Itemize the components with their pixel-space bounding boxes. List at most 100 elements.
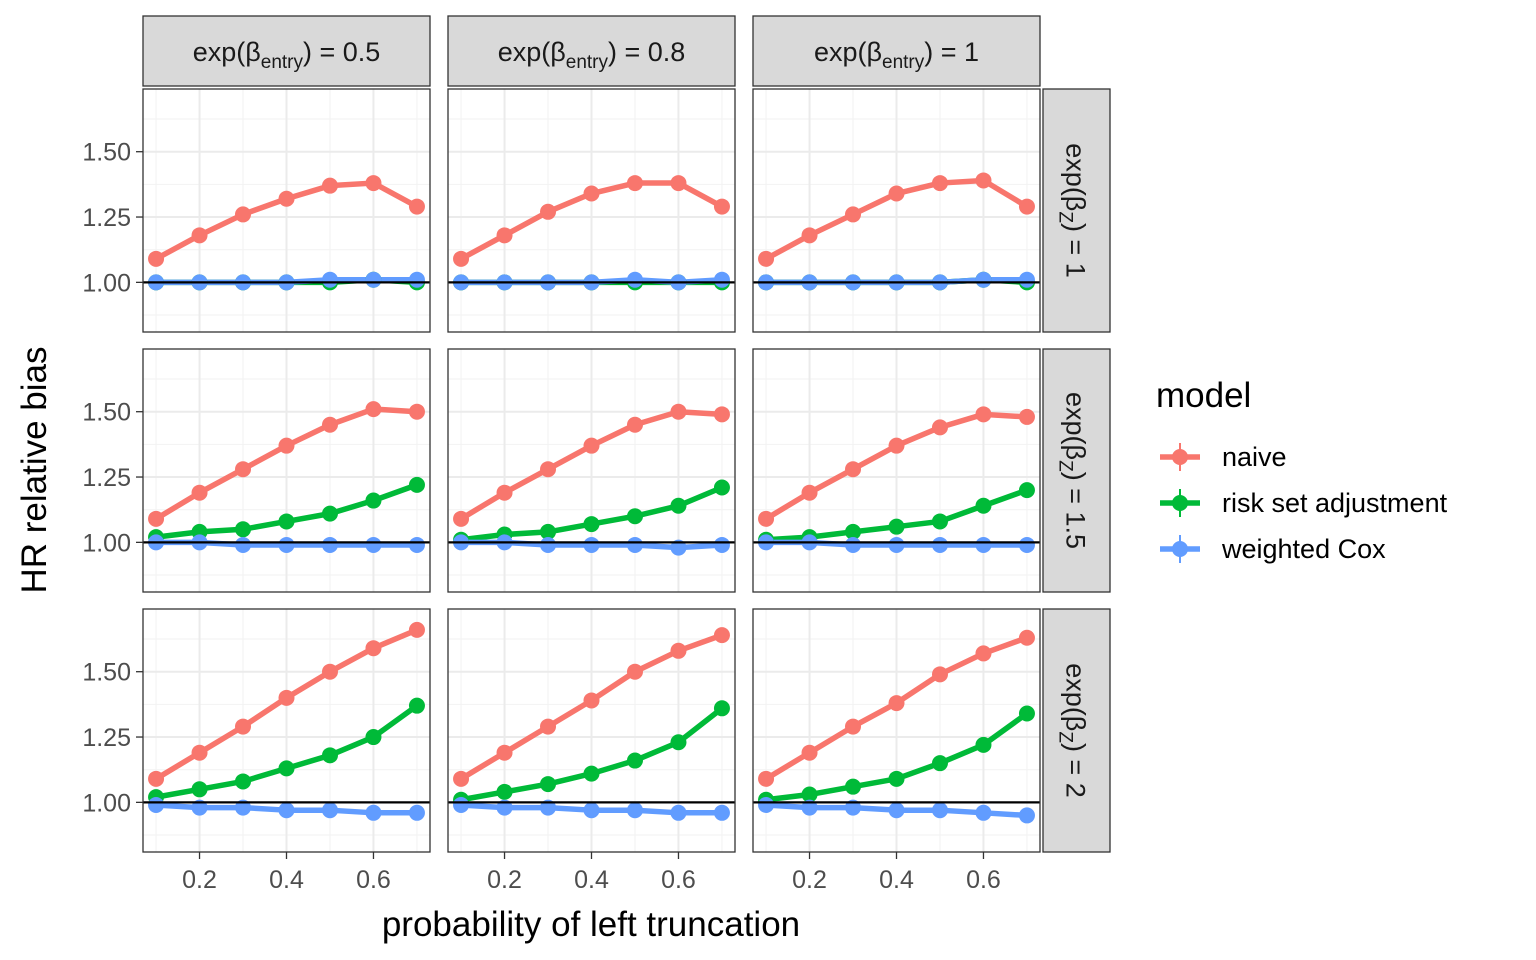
data-point-naive	[496, 227, 513, 244]
strip-background	[447, 15, 736, 87]
data-point-risk-set-adjustment	[975, 736, 992, 753]
axes: 1.001.251.501.001.251.501.001.251.500.2 0…	[82, 139, 1001, 894]
data-point-weighted-Cox	[1018, 271, 1035, 288]
data-point-naive	[801, 484, 818, 501]
data-point-weighted-Cox	[670, 539, 687, 556]
data-point-naive	[583, 185, 600, 202]
data-point-naive	[191, 227, 208, 244]
x-tick-label: 0.2	[792, 866, 827, 894]
panel-border	[752, 348, 1041, 593]
data-point-risk-set-adjustment	[191, 781, 208, 798]
data-point-naive	[888, 185, 905, 202]
data-point-naive	[365, 640, 382, 657]
data-point-naive	[365, 175, 382, 192]
data-point-weighted-Cox	[713, 271, 730, 288]
data-point-naive	[975, 645, 992, 662]
y-tick-label: 1.50	[82, 399, 131, 427]
data-point-weighted-Cox	[845, 536, 862, 553]
data-point-naive	[540, 461, 557, 478]
data-point-naive	[408, 198, 425, 215]
y-axis: 1.00 1.25 1.50	[82, 659, 143, 817]
data-point-risk-set-adjustment	[626, 752, 643, 769]
data-point-weighted-Cox	[801, 799, 818, 816]
data-point-weighted-Cox	[321, 271, 338, 288]
column-strip-label: exp(βentry) = 0.5	[193, 37, 381, 73]
data-point-naive	[626, 663, 643, 680]
y-tick-label: 1.00	[82, 269, 131, 297]
legend-key-point	[1172, 541, 1188, 557]
panel-border	[752, 88, 1041, 333]
data-point-naive	[931, 666, 948, 683]
data-point-weighted-Cox	[626, 802, 643, 819]
data-point-risk-set-adjustment	[496, 783, 513, 800]
column-strip: exp(βentry) = 0.8	[447, 15, 736, 87]
y-tick-label: 1.25	[82, 204, 131, 232]
data-point-naive	[148, 770, 165, 787]
data-point-risk-set-adjustment	[713, 479, 730, 496]
panel	[447, 608, 736, 853]
y-axis: 1.00 1.25 1.50	[82, 399, 143, 557]
data-point-naive	[670, 642, 687, 659]
data-point-weighted-Cox	[148, 796, 165, 813]
data-point-naive	[626, 175, 643, 192]
data-point-naive	[758, 250, 775, 267]
data-point-weighted-Cox	[975, 804, 992, 821]
data-point-risk-set-adjustment	[626, 508, 643, 525]
data-point-risk-set-adjustment	[278, 760, 295, 777]
data-point-naive	[626, 416, 643, 433]
data-point-weighted-Cox	[931, 802, 948, 819]
y-tick-label: 1.50	[82, 659, 131, 687]
data-point-naive	[1018, 408, 1035, 425]
data-point-naive	[583, 692, 600, 709]
data-point-naive	[496, 744, 513, 761]
panel	[142, 88, 431, 333]
data-point-naive	[845, 718, 862, 735]
data-point-weighted-Cox	[975, 536, 992, 553]
panel-border	[447, 348, 736, 593]
data-point-naive	[453, 510, 470, 527]
data-point-weighted-Cox	[278, 802, 295, 819]
data-point-weighted-Cox	[365, 271, 382, 288]
strip-background	[1042, 348, 1111, 593]
panel-border	[142, 88, 431, 333]
legend-entries: naive risk set adjustment weighted Cox	[1160, 442, 1448, 564]
data-point-weighted-Cox	[453, 796, 470, 813]
legend: model naive risk set adjustment weighted C…	[1156, 376, 1448, 564]
data-point-weighted-Cox	[975, 271, 992, 288]
data-point-weighted-Cox	[365, 536, 382, 553]
data-point-weighted-Cox	[235, 799, 252, 816]
data-point-weighted-Cox	[888, 536, 905, 553]
data-point-risk-set-adjustment	[321, 747, 338, 764]
data-point-naive	[148, 510, 165, 527]
x-axis: 0.2 0.4 0.6	[792, 852, 1001, 894]
data-point-naive	[321, 663, 338, 680]
data-point-weighted-Cox	[888, 802, 905, 819]
data-point-weighted-Cox	[540, 536, 557, 553]
x-tick-label: 0.2	[182, 866, 217, 894]
data-point-risk-set-adjustment	[408, 697, 425, 714]
data-point-weighted-Cox	[583, 536, 600, 553]
x-tick-label: 0.2	[487, 866, 522, 894]
data-point-risk-set-adjustment	[365, 729, 382, 746]
y-tick-label: 1.50	[82, 139, 131, 167]
data-point-naive	[670, 403, 687, 420]
data-point-risk-set-adjustment	[408, 476, 425, 493]
data-point-naive	[713, 627, 730, 644]
data-point-naive	[191, 744, 208, 761]
x-tick-label: 0.6	[356, 866, 391, 894]
data-point-naive	[713, 198, 730, 215]
data-point-risk-set-adjustment	[321, 505, 338, 522]
panel-border	[447, 88, 736, 333]
data-point-naive	[365, 401, 382, 418]
data-point-naive	[540, 203, 557, 220]
data-point-risk-set-adjustment	[365, 492, 382, 509]
y-axis: 1.00 1.25 1.50	[82, 139, 143, 297]
legend-key-point	[1172, 495, 1188, 511]
data-point-risk-set-adjustment	[670, 734, 687, 751]
data-point-weighted-Cox	[1018, 807, 1035, 824]
column-strip: exp(βentry) = 0.5	[142, 15, 431, 87]
row-strip-label: exp(βZ) = 1.5	[1055, 392, 1091, 549]
data-point-weighted-Cox	[1018, 536, 1035, 553]
data-point-risk-set-adjustment	[235, 521, 252, 538]
data-point-weighted-Cox	[408, 271, 425, 288]
